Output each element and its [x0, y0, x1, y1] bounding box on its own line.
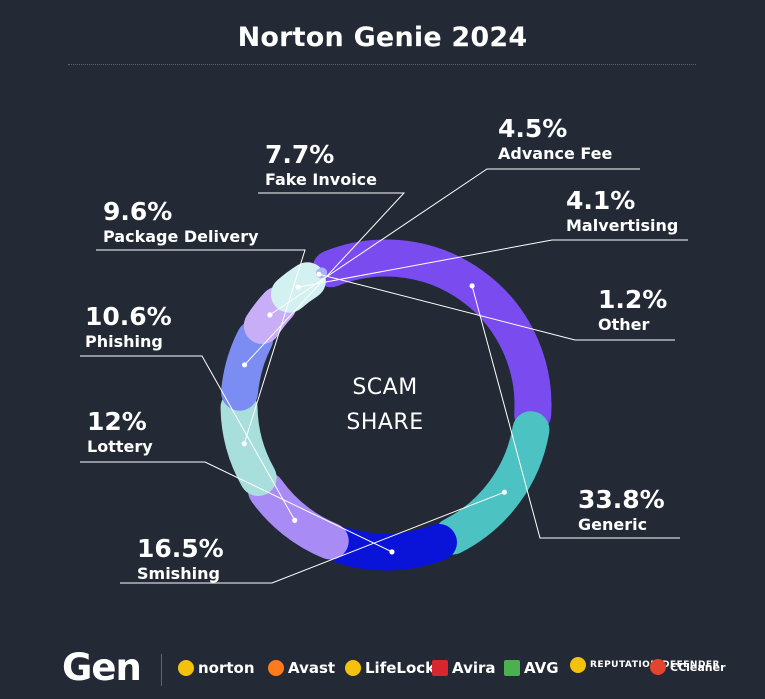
- slice-phishing: [247, 471, 349, 560]
- brand-name: Avira: [452, 659, 496, 677]
- brand-name: AVG: [524, 659, 559, 677]
- brand-norton: norton: [178, 659, 255, 677]
- norton-check-icon: [178, 660, 194, 676]
- avira-icon: [432, 660, 448, 676]
- slice-value-label: 4.1%: [566, 186, 635, 215]
- reputation-defender-icon: [570, 657, 586, 673]
- callout-dot: [241, 441, 247, 447]
- callout-line: [298, 239, 688, 288]
- callout-dot: [292, 517, 298, 523]
- brand-name: REPUTATION DEFENDER: [590, 659, 720, 670]
- brand-reputation-defender: REPUTATION DEFENDER: [570, 657, 720, 673]
- brand-ccleaner: CCleaner: [650, 659, 726, 675]
- slice-value-label: 9.6%: [103, 197, 172, 226]
- slice-category-label: Fake Invoice: [265, 170, 377, 189]
- slice-value-label: 12%: [87, 407, 147, 436]
- callout-line: [80, 355, 296, 521]
- callout-dot: [501, 489, 507, 495]
- slice-value-label: 1.2%: [598, 285, 667, 314]
- avg-icon: [504, 660, 520, 676]
- callout-line: [80, 461, 393, 553]
- scam-share-donut-chart: 33.8%Generic 16.5%Smishing 12%Lottery 10.6%…: [80, 114, 688, 584]
- brand-avg: AVG: [504, 659, 559, 677]
- callout-dot: [295, 284, 301, 290]
- slice-category-label: Lottery: [87, 437, 153, 456]
- slice-category-label: Malvertising: [566, 216, 678, 235]
- callout-line: [120, 491, 505, 584]
- slice-smishing: [434, 411, 550, 555]
- slice-category-label: Generic: [578, 515, 647, 534]
- slice-category-label: Advance Fee: [498, 144, 612, 163]
- callout-dot: [469, 283, 475, 289]
- center-label-line-1: SCAM: [352, 375, 418, 400]
- callout-line: [471, 285, 680, 539]
- slice-value-label: 16.5%: [137, 534, 224, 563]
- callout-dot: [241, 362, 248, 368]
- slice-category-label: Smishing: [137, 564, 220, 583]
- brand-name: LifeLock: [365, 659, 436, 677]
- lifelock-icon: [345, 660, 361, 676]
- brand-name: Avast: [288, 659, 336, 677]
- callout-line: [318, 273, 675, 341]
- callout-dot: [389, 549, 395, 555]
- brand-name: CCleaner: [670, 660, 726, 674]
- slice-value-label: 4.5%: [498, 114, 567, 143]
- chart-title: Norton Genie 2024: [237, 22, 528, 53]
- slice-value-label: 33.8%: [578, 485, 665, 514]
- slice-category-label: Package Delivery: [103, 227, 259, 246]
- slice-category-label: Phishing: [85, 332, 163, 351]
- callout-line: [269, 168, 640, 316]
- avast-icon: [268, 660, 284, 676]
- slice-fake-invoice: [221, 320, 274, 411]
- slice-value-label: 7.7%: [265, 140, 334, 169]
- footer-divider: [161, 654, 162, 686]
- slice-value-label: 10.6%: [85, 302, 172, 331]
- brand-lifelock: LifeLock: [345, 659, 435, 677]
- footer-brand-bar: Gen norton Avast LifeLock Avira AVG REPU…: [0, 640, 765, 699]
- gen-logo: Gen: [62, 646, 142, 689]
- center-label-line-2: SHARE: [346, 410, 424, 435]
- brand-avast: Avast: [268, 659, 335, 677]
- title-divider: [68, 64, 696, 65]
- brand-avira: Avira: [432, 659, 496, 677]
- brand-name: norton: [198, 659, 255, 677]
- callout-line: [244, 192, 406, 366]
- callout-dot: [267, 312, 273, 318]
- callout-line: [96, 249, 306, 444]
- slice-category-label: Other: [598, 315, 649, 334]
- callout-dot: [316, 271, 322, 277]
- ccleaner-icon: [650, 659, 666, 675]
